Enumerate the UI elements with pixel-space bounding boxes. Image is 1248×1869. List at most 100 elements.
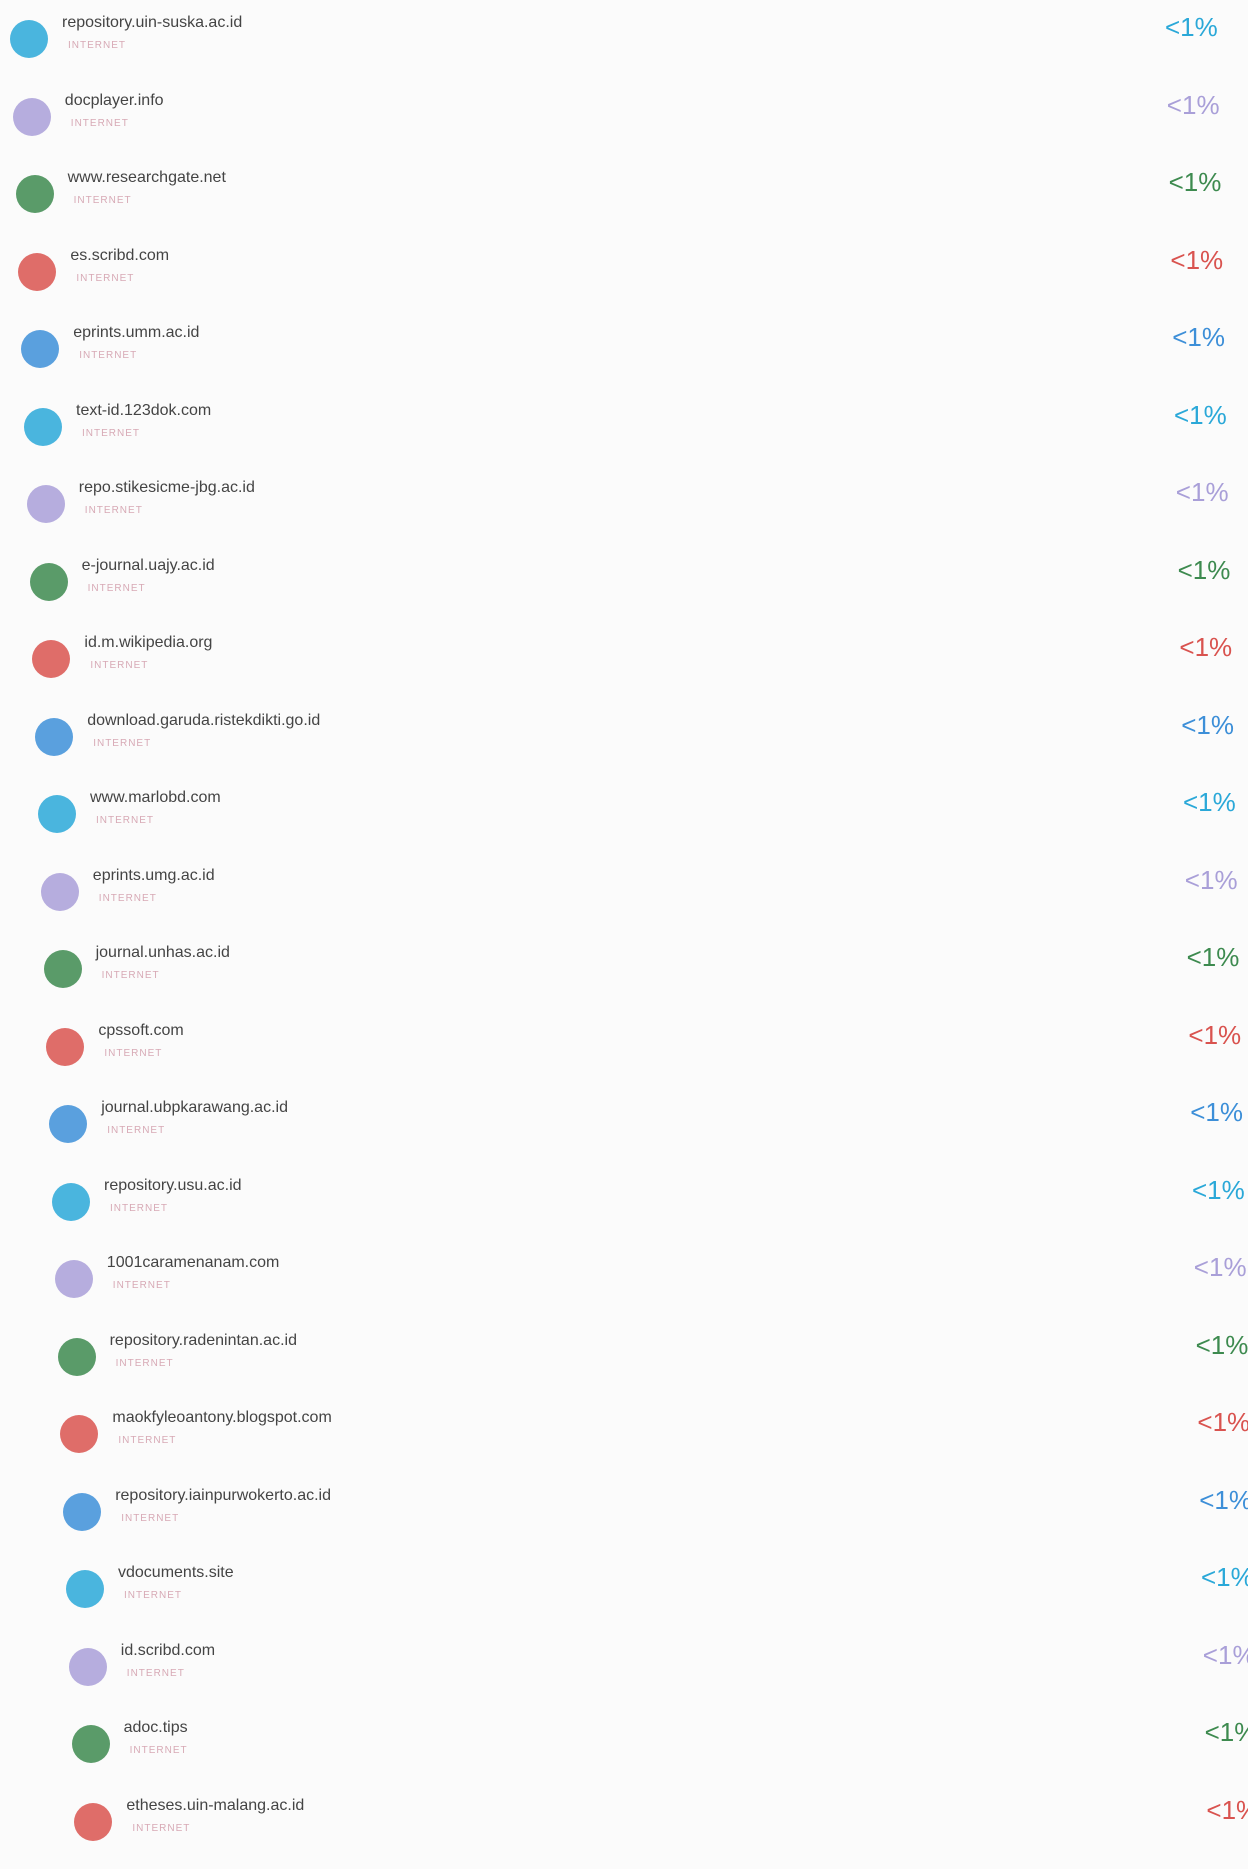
source-row: id.m.wikipedia.org INTERNET <1% <box>0 628 1248 706</box>
source-row: es.scribd.com INTERNET <1% <box>0 241 1248 319</box>
source-percent: <1% <box>1181 709 1234 740</box>
source-icon <box>24 407 62 446</box>
source-percent: <1% <box>1170 244 1224 275</box>
source-percent: <1% <box>1206 1794 1248 1825</box>
source-type: INTERNET <box>107 1125 166 1136</box>
source-percent: <1% <box>1193 1252 1247 1282</box>
source-name: vdocuments.site <box>118 1564 234 1581</box>
source-icon <box>54 1260 93 1298</box>
source-row: docplayer.info INTERNET <1% <box>0 86 1248 164</box>
source-name: eprints.umg.ac.id <box>92 866 215 884</box>
source-type: INTERNET <box>87 582 146 594</box>
source-row: text-id.123dok.com INTERNET <1% <box>0 396 1248 474</box>
source-type: INTERNET <box>76 272 135 284</box>
source-name: download.garuda.ristekdikti.go.id <box>87 711 321 729</box>
source-percent: <1% <box>1195 1329 1248 1360</box>
source-name: repo.stikesicme-jbg.ac.id <box>78 479 255 496</box>
source-name: es.scribd.com <box>70 246 170 264</box>
source-percent: <1% <box>1165 12 1218 42</box>
source-icon <box>12 97 51 136</box>
source-percent: <1% <box>1174 399 1227 430</box>
source-name: repository.usu.ac.id <box>104 1176 242 1194</box>
source-row: adoc.tips INTERNET <1% <box>0 1713 1248 1791</box>
source-row: vdocuments.site INTERNET <1% <box>0 1558 1248 1636</box>
source-name: e-journal.uajy.ac.id <box>81 556 215 574</box>
source-row: repository.iainpurwokerto.ac.id INTERNET <… <box>0 1481 1248 1559</box>
source-row: download.garuda.ristekdikti.go.id INTERNE… <box>0 706 1248 784</box>
source-percent: <1% <box>1190 1097 1243 1127</box>
source-row: journal.unhas.ac.id INTERNET <1% <box>0 938 1248 1016</box>
source-name: id.m.wikipedia.org <box>84 634 213 651</box>
source-icon <box>49 1105 88 1143</box>
source-row: id.scribd.com INTERNET <1% <box>0 1636 1248 1714</box>
source-percent: <1% <box>1201 1562 1248 1592</box>
source-percent: <1% <box>1179 632 1233 662</box>
source-name: cpssoft.com <box>98 1021 184 1039</box>
source-name: etheses.uin-malang.ac.id <box>126 1796 305 1814</box>
source-icon <box>35 717 74 756</box>
source-percent: <1% <box>1168 167 1222 197</box>
source-percent: <1% <box>1177 554 1231 585</box>
source-name: journal.ubpkarawang.ac.id <box>101 1099 288 1116</box>
source-name: id.scribd.com <box>120 1641 216 1659</box>
source-percent: <1% <box>1175 477 1229 507</box>
source-row: e-journal.uajy.ac.id INTERNET <1% <box>0 551 1248 629</box>
source-icon <box>68 1647 107 1686</box>
source-type: INTERNET <box>98 892 157 904</box>
source-name: repository.radenintan.ac.id <box>109 1331 297 1349</box>
source-icon <box>32 640 71 678</box>
source-icon <box>71 1725 110 1763</box>
source-icon <box>43 950 82 988</box>
source-percent: <1% <box>1188 1019 1242 1050</box>
source-row: repo.stikesicme-jbg.ac.id INTERNET <1% <box>0 473 1248 551</box>
source-row: repository.usu.ac.id INTERNET <1% <box>0 1171 1248 1249</box>
source-type: INTERNET <box>84 505 143 516</box>
source-icon <box>10 20 48 58</box>
source-icon <box>63 1492 102 1531</box>
source-type: INTERNET <box>90 660 149 671</box>
source-icon <box>57 1337 96 1376</box>
source-icon <box>26 485 65 523</box>
source-percent: <1% <box>1199 1484 1248 1515</box>
source-type: INTERNET <box>79 350 138 361</box>
source-name: eprints.umm.ac.id <box>73 324 200 341</box>
source-icon <box>29 562 68 601</box>
source-row: cpssoft.com INTERNET <1% <box>0 1016 1248 1094</box>
source-type: INTERNET <box>124 1590 182 1601</box>
source-name: www.researchgate.net <box>67 169 226 186</box>
source-percent: <1% <box>1202 1639 1248 1670</box>
source-name: 1001caramenanam.com <box>106 1254 280 1271</box>
source-name: journal.unhas.ac.id <box>95 944 230 961</box>
source-type: INTERNET <box>132 1822 191 1834</box>
source-name: text-id.123dok.com <box>76 401 212 419</box>
source-icon <box>52 1182 90 1221</box>
source-icon <box>66 1570 104 1608</box>
source-type: INTERNET <box>110 1202 168 1214</box>
source-type: INTERNET <box>70 117 129 129</box>
source-row: www.researchgate.net INTERNET <1% <box>0 163 1248 241</box>
source-type: INTERNET <box>73 195 132 206</box>
source-name: adoc.tips <box>123 1719 188 1736</box>
source-name: maokfyleoantony.blogspot.com <box>112 1409 332 1426</box>
source-type: INTERNET <box>93 737 152 749</box>
source-row: repository.radenintan.ac.id INTERNET <1% <box>0 1326 1248 1404</box>
source-row: maokfyleoantony.blogspot.com INTERNET <1% <box>0 1403 1248 1481</box>
source-percent: <1% <box>1197 1407 1248 1437</box>
source-percent: <1% <box>1183 787 1236 817</box>
source-percent: <1% <box>1204 1717 1248 1747</box>
source-type: INTERNET <box>112 1280 171 1291</box>
source-type: INTERNET <box>118 1435 177 1446</box>
source-row: journal.ubpkarawang.ac.id INTERNET <1% <box>0 1093 1248 1171</box>
source-percent: <1% <box>1172 322 1225 352</box>
source-icon <box>74 1802 113 1841</box>
source-name: repository.iainpurwokerto.ac.id <box>115 1486 331 1504</box>
source-percent: <1% <box>1186 942 1240 972</box>
source-row: repository.uin-suska.ac.id INTERNET <1% <box>0 8 1248 86</box>
source-percent: <1% <box>1166 89 1220 120</box>
source-row: eprints.umg.ac.id INTERNET <1% <box>0 861 1248 939</box>
source-type: INTERNET <box>121 1512 180 1524</box>
source-icon <box>15 175 54 213</box>
source-icon <box>18 252 57 291</box>
source-icon <box>38 795 76 833</box>
source-icon <box>40 872 79 911</box>
